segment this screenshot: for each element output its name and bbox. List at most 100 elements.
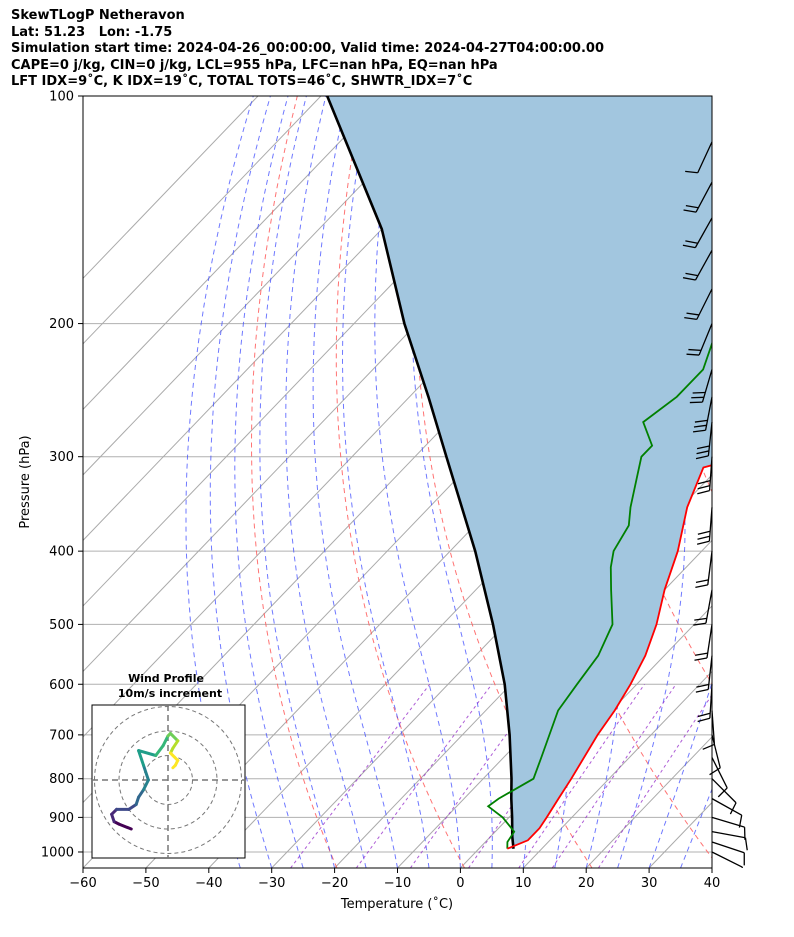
x-tick-label: 10 [515,876,532,891]
moist-adiabat-line [259,96,336,868]
wind-barb [711,757,728,798]
wind-barb [695,422,713,460]
x-tick-label: 20 [578,876,595,891]
x-tick-label: 30 [641,876,658,891]
x-tick-label: −40 [195,876,222,891]
wind-barb [683,181,713,213]
wind-barb [692,396,713,433]
hodograph-segment [137,749,145,767]
dewpoint-profile-line [486,340,712,849]
mixing-ratio-line [290,683,431,868]
hodograph-segment [161,734,170,748]
moist-adiabat-line [209,96,273,868]
wind-barb [689,369,713,404]
mixing-ratio-line [551,684,677,868]
hodograph-segment [117,822,133,831]
dry-adiabat-line [250,96,338,868]
wind-barb [711,798,743,828]
moist-adiabat-line [410,96,493,868]
wind-profile-hodograph: Wind Profile 10m/s increment [91,672,246,859]
moist-adiabat-line [342,96,430,868]
isotherm-line [83,96,448,476]
wind-barb [684,288,713,321]
wind-barb [682,249,713,281]
moist-adiabat-line [285,96,367,868]
x-tick-label: −60 [69,876,96,891]
moist-adiabat-line [648,680,712,868]
mixing-ratio-line [597,693,712,868]
wind-barb [695,655,713,693]
y-tick-label: 200 [49,317,74,332]
moist-adiabat-line [234,96,304,868]
x-axis-label: Temperature (˚C) [340,896,453,912]
moist-adiabat-line [374,96,461,868]
wind-barb [693,589,713,626]
simulation-times: Simulation start time: 2024-04-26_00:00:… [11,41,604,56]
hodograph-segment [142,763,150,782]
y-tick-label: 600 [49,678,74,693]
y-tick-label: 1000 [41,845,74,860]
x-tick-label: 0 [456,876,464,891]
moist-adiabat-line [744,96,794,868]
parcel-profile-line [325,96,515,849]
hodograph-ring [118,730,218,830]
wind-barb [711,831,748,851]
mixing-ratio-line [355,683,493,868]
sounding-profiles [325,96,712,850]
isotherm-line [711,867,712,868]
hodograph-segment [171,763,177,770]
x-tick-label: −10 [384,876,411,891]
plot-axes: −60 −50 −40 −30 −20 −10 0 10 20 30 40 100 200 300 400 5… [41,90,720,892]
mixing-ratio-line [518,684,645,868]
dry-adiabat-line [335,96,465,868]
y-tick-label: 300 [49,450,74,465]
hodograph-subtitle: 10m/s increment [118,687,222,700]
hodograph-segment [142,778,150,792]
isotherm-line [83,96,385,411]
x-tick-label: −50 [132,876,159,891]
y-axis-label: Pressure (hPa) [18,435,33,528]
isotherm-line [522,670,712,868]
wind-barb [685,141,713,174]
y-tick-label: 900 [49,811,74,826]
isotherm-line [83,96,322,345]
x-tick-label: −30 [258,876,285,891]
hodograph-title: Wind Profile [128,672,204,685]
chart-title: SkewTLogP Netheravon [11,8,185,23]
temperature-parcel-fill [327,96,712,849]
x-tick-label: 40 [704,876,721,891]
hodograph-ring [143,755,193,805]
temperature-profile-line [506,464,712,850]
y-tick-label: 400 [49,545,74,560]
dry-adiabat-line [753,96,794,868]
hodograph-segment [154,744,165,757]
x-tick-label: −20 [321,876,348,891]
location-coordinates: Lat: 51.23 Lon: -1.75 [11,24,173,40]
wind-barb [682,217,713,249]
stability-parameters: CAPE=0 j/kg, CIN=0 j/kg, LCL=955 hPa, LF… [11,57,498,73]
wind-barb [711,841,745,866]
parcel-area-fill [327,96,712,849]
y-tick-label: 700 [49,728,74,743]
stability-indices: LFT IDX=9˚C, K IDX=19˚C, TOTAL TOTS=46˚C… [11,74,473,89]
wind-barb [711,778,737,815]
wind-barb [686,323,713,356]
moist-adiabat-line [312,96,398,868]
y-tick-label: 800 [49,772,74,787]
wind-barb [695,551,713,589]
isotherm-line [585,736,712,868]
hodograph-segment [168,751,180,762]
hodograph-ring [94,706,242,854]
wind-barbs [682,141,748,868]
wind-barb [696,507,713,545]
hodograph-segment [168,731,180,743]
wind-barb [711,851,744,868]
wind-barb [694,624,713,661]
moist-adiabat-line [680,787,712,868]
y-tick-label: 100 [49,90,74,105]
wind-barb [709,734,721,776]
moist-adiabat-line [711,866,712,868]
wind-barb [702,710,716,750]
y-tick-label: 500 [49,618,74,633]
